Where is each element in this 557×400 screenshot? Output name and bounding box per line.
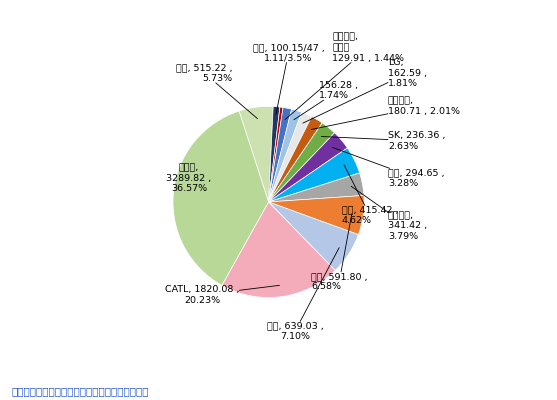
Wedge shape	[268, 148, 360, 202]
Wedge shape	[239, 106, 273, 202]
Wedge shape	[268, 107, 283, 202]
Text: 其他, 515.22 ,
5.73%: 其他, 515.22 , 5.73%	[176, 64, 257, 118]
Wedge shape	[268, 117, 322, 202]
Text: 比克, 591.80 ,
6.58%: 比克, 591.80 , 6.58%	[311, 214, 368, 291]
Text: 数据来源：中汽中心；分析制图：第一电动研究院: 数据来源：中汽中心；分析制图：第一电动研究院	[11, 386, 149, 396]
Wedge shape	[268, 106, 280, 202]
Text: 万向, 639.03 ,
7.10%: 万向, 639.03 , 7.10%	[267, 248, 339, 341]
Text: 无锂, 100.15/47 ,
1.11/3.5%: 无锂, 100.15/47 , 1.11/3.5%	[252, 43, 324, 114]
Wedge shape	[268, 112, 312, 202]
Text: 比亚迪,
3289.82 ,
36.57%: 比亚迪, 3289.82 , 36.57%	[167, 163, 212, 193]
Wedge shape	[268, 202, 358, 270]
Text: 力神, 415.42 ,
4.62%: 力神, 415.42 , 4.62%	[341, 165, 398, 225]
Text: 156.28 ,
1.74%: 156.28 , 1.74%	[294, 81, 358, 120]
Text: 孚能科技,
341.42 ,
3.79%: 孚能科技, 341.42 , 3.79%	[351, 186, 427, 241]
Wedge shape	[268, 173, 364, 202]
Text: 东莞创明,
多氟多
129.91 , 1.44%: 东莞创明, 多氟多 129.91 , 1.44%	[285, 33, 404, 120]
Text: CATL, 1820.08 ,
20.23%: CATL, 1820.08 , 20.23%	[165, 285, 280, 304]
Text: 国轩高科,
180.71 , 2.01%: 国轩高科, 180.71 , 2.01%	[311, 97, 460, 130]
Wedge shape	[268, 133, 348, 202]
Wedge shape	[268, 196, 364, 235]
Wedge shape	[268, 123, 335, 202]
Wedge shape	[268, 108, 292, 202]
Text: SK, 236.36 ,
2.63%: SK, 236.36 , 2.63%	[321, 131, 446, 150]
Wedge shape	[173, 111, 268, 285]
Wedge shape	[222, 202, 335, 298]
Text: 光宇, 294.65 ,
3.28%: 光宇, 294.65 , 3.28%	[333, 148, 444, 188]
Wedge shape	[268, 109, 302, 202]
Text: LG,
162.59 ,
1.81%: LG, 162.59 , 1.81%	[303, 58, 427, 123]
